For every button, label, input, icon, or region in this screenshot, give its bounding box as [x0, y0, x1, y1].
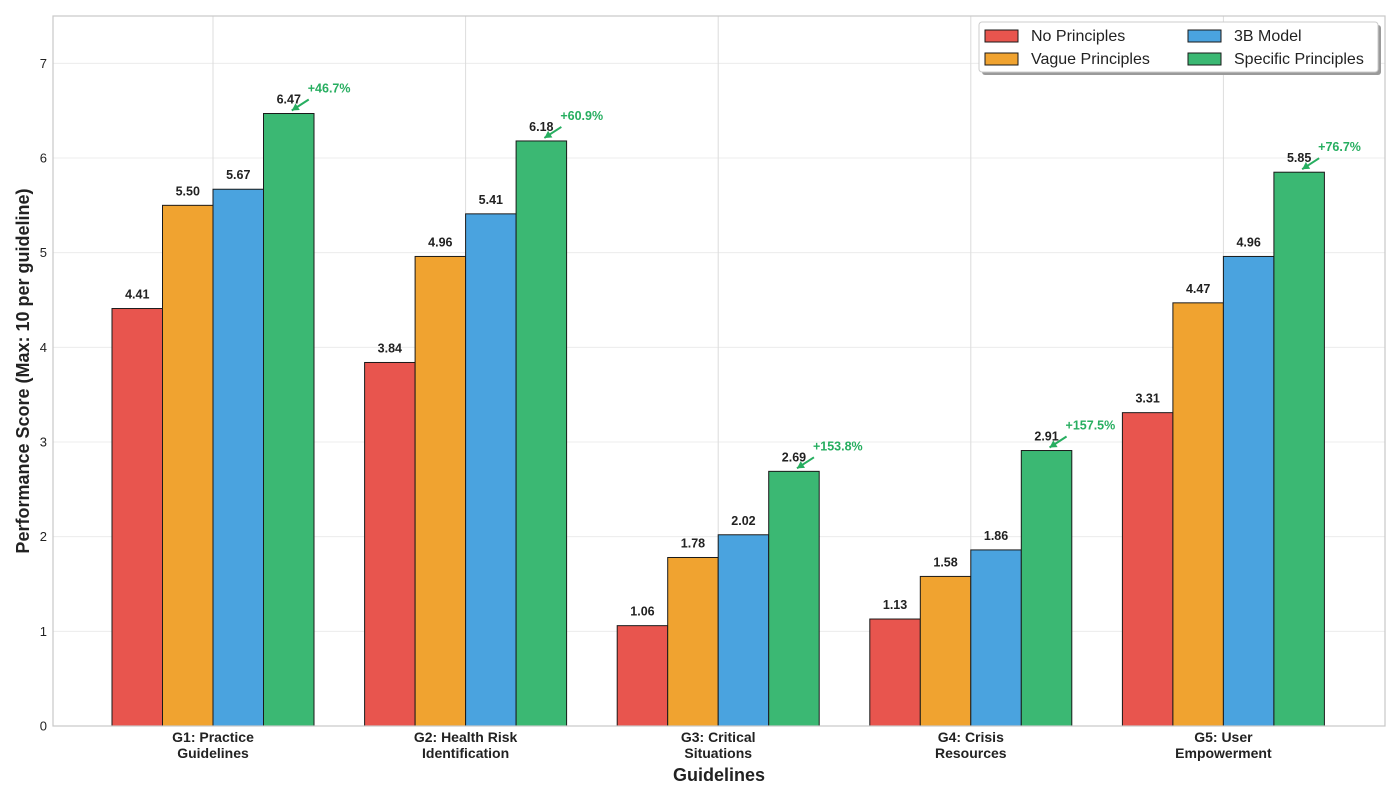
annotation-arrow-head: [1302, 162, 1311, 170]
bar: [162, 204, 214, 727]
x-tick-label: G5: User: [1194, 729, 1253, 745]
bar: [970, 549, 1022, 727]
legend-label: No Principles: [1031, 28, 1125, 45]
bar-value-label: 6.47: [277, 93, 301, 107]
bar: [1020, 450, 1073, 727]
bar-value-label: 1.06: [630, 605, 654, 619]
x-tick-label: Guidelines: [177, 745, 249, 761]
bar-value-label: 4.96: [428, 235, 452, 249]
bar: [212, 188, 264, 727]
bar: [465, 213, 517, 727]
bar: [515, 140, 568, 727]
legend-label: Specific Principles: [1234, 51, 1364, 68]
y-tick-label: 5: [40, 245, 47, 260]
x-axis-title: Guidelines: [673, 765, 765, 785]
bar-value-label: 5.85: [1287, 151, 1311, 165]
bar: [263, 113, 315, 727]
legend-swatch: [984, 52, 1019, 66]
bar-value-label: 4.47: [1186, 282, 1210, 296]
x-tick-label: Situations: [684, 745, 752, 761]
bar: [1222, 255, 1275, 727]
bar-value-label: 4.96: [1236, 235, 1260, 249]
x-tick-label: Empowerment: [1175, 745, 1272, 761]
improvement-annotation: +153.8%: [813, 439, 863, 453]
bar: [364, 361, 416, 727]
bar-value-label: 2.02: [731, 514, 755, 528]
x-tick-label: Identification: [422, 745, 509, 761]
bar: [717, 534, 770, 727]
bar-value-label: 2.69: [782, 450, 806, 464]
y-tick-label: 7: [40, 56, 47, 71]
bar-value-label: 2.91: [1034, 430, 1058, 444]
x-tick-label: G4: Crisis: [938, 729, 1004, 745]
bar: [1172, 302, 1224, 727]
y-tick-label: 3: [40, 435, 47, 450]
y-tick-label: 6: [40, 151, 47, 166]
improvement-annotation: +157.5%: [1066, 419, 1116, 433]
x-tick-label: Resources: [935, 745, 1007, 761]
annotation-arrow-head: [544, 130, 553, 138]
bar-value-label: 4.41: [125, 288, 149, 302]
y-tick-label: 2: [40, 529, 47, 544]
bar: [919, 575, 972, 727]
x-tick-label: G1: Practice: [172, 729, 254, 745]
x-tick-label: G2: Health Risk: [414, 729, 518, 745]
x-tick-label: G3: Critical: [681, 729, 756, 745]
bar: [1273, 171, 1325, 727]
bar-value-label: 1.86: [984, 529, 1008, 543]
legend-box: [978, 21, 1379, 73]
bar-value-label: 1.58: [933, 555, 957, 569]
bar: [768, 470, 820, 727]
y-tick-label: 1: [40, 624, 47, 639]
bar-value-label: 3.84: [378, 341, 402, 355]
plot-border: [52, 15, 1386, 727]
bar: [111, 308, 163, 727]
bar-value-label: 3.31: [1135, 392, 1159, 406]
bar-value-label: 5.50: [176, 184, 200, 198]
bar: [1121, 412, 1174, 727]
bar: [869, 618, 921, 727]
annotation-arrow-head: [1049, 440, 1058, 448]
annotation-arrow-head: [796, 461, 805, 469]
bar: [414, 255, 467, 727]
improvement-annotation: +76.7%: [1318, 140, 1361, 154]
annotation-arrow-head: [291, 103, 300, 111]
legend-swatch: [1187, 29, 1222, 43]
bar: [616, 625, 669, 727]
improvement-annotation: +60.9%: [560, 109, 603, 123]
bar-value-label: 6.18: [529, 120, 553, 134]
legend-swatch: [984, 29, 1019, 43]
legend-swatch: [1187, 52, 1222, 66]
improvement-annotation: +46.7%: [308, 82, 351, 96]
y-axis-title: Performance Score (Max: 10 per guideline…: [13, 188, 33, 553]
y-tick-label: 0: [40, 719, 47, 734]
legend-label: Vague Principles: [1031, 51, 1150, 68]
bar-value-label: 5.41: [479, 193, 503, 207]
bar: [667, 556, 719, 727]
bar-value-label: 1.13: [883, 598, 907, 612]
bar-value-label: 1.78: [681, 536, 705, 550]
bar-value-label: 5.67: [226, 168, 250, 182]
y-tick-label: 4: [40, 340, 47, 355]
legend-label: 3B Model: [1234, 28, 1302, 45]
